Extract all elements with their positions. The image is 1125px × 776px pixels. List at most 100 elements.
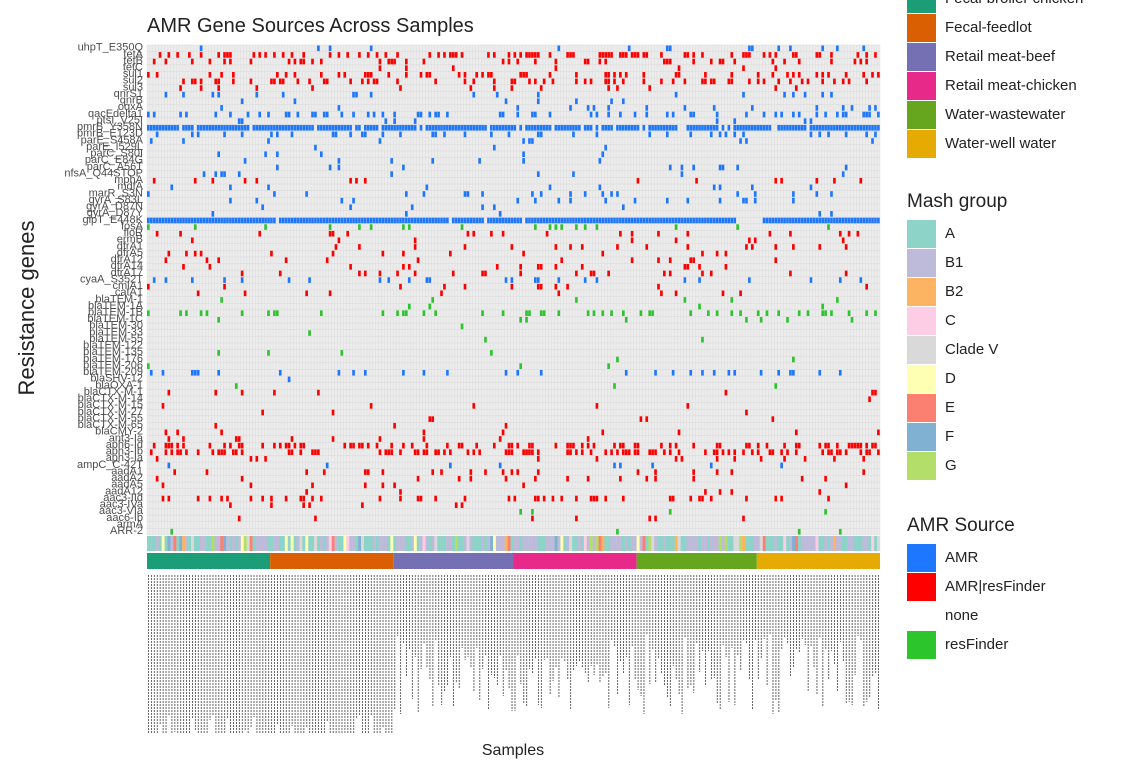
heatmap-cell [317, 45, 320, 52]
heatmap-cell [495, 124, 499, 131]
heatmap-cell [756, 310, 760, 316]
heatmap-cell [460, 442, 464, 449]
heatmap-cell [554, 244, 558, 250]
heatmap-cell [686, 230, 690, 237]
heatmap-cell [648, 515, 651, 522]
heatmap-cell [818, 52, 822, 58]
heatmap-cell [352, 442, 355, 449]
heatmap-cell [724, 217, 728, 224]
heatmap-cell [240, 442, 244, 449]
heatmap-cell [355, 177, 358, 184]
heatmap-cell [704, 489, 707, 495]
heatmap-cell [481, 191, 484, 197]
heatmap-cell [249, 78, 253, 85]
heatmap-cell [815, 105, 819, 111]
heatmap-cell [390, 171, 393, 177]
heatmap-cell [833, 177, 836, 184]
mash-group-cell [619, 536, 623, 551]
heatmap-cell [463, 244, 467, 250]
heatmap-cell [510, 78, 514, 85]
heatmap-cell [809, 184, 813, 191]
mash-group-cell [249, 536, 253, 551]
heatmap-cell [399, 217, 402, 224]
heatmap-cell [619, 52, 622, 58]
heatmap-cell [818, 369, 822, 376]
heatmap-cell [771, 71, 775, 78]
heatmap-cell [827, 449, 830, 456]
heatmap-cell [712, 105, 716, 111]
heatmap-cell [704, 78, 707, 85]
heatmap-cell [677, 217, 681, 224]
heatmap-cell [745, 495, 748, 502]
heatmap-cell [809, 131, 813, 138]
mash-group-cell [683, 536, 687, 551]
heatmap-cell [425, 442, 429, 449]
heatmap-cell [768, 52, 772, 58]
heatmap-cell [202, 217, 206, 224]
heatmap-cell [692, 124, 695, 131]
mash-group-cell [586, 536, 590, 551]
heatmap-cell [718, 442, 722, 449]
heatmap-cell [830, 58, 833, 65]
legend-item: D [907, 364, 1007, 393]
mash-group-cell [495, 536, 500, 551]
heatmap-cell [358, 270, 361, 277]
heatmap-cell [419, 217, 423, 224]
heatmap-cell [270, 217, 273, 224]
heatmap-cell [217, 217, 220, 224]
heatmap-cell [416, 257, 420, 264]
mash-group-cell [765, 536, 769, 551]
heatmap-cell [466, 230, 470, 237]
heatmap-cell [636, 52, 640, 58]
mash-group-cell [319, 536, 324, 551]
heatmap-cell [428, 303, 432, 310]
heatmap-cell [469, 475, 473, 482]
heatmap-cell [821, 45, 824, 52]
heatmap-cell [179, 85, 182, 91]
heatmap-cell [407, 264, 411, 270]
heatmap-cell [536, 98, 540, 105]
heatmap-cell [302, 502, 306, 509]
heatmap-cell [674, 290, 678, 297]
heatmap-cell [756, 442, 760, 449]
heatmap-cell [563, 217, 566, 224]
heatmap-cell [419, 495, 423, 502]
heatmap-cell [317, 449, 320, 456]
heatmap-cell [490, 217, 493, 224]
heatmap-cell [229, 502, 232, 509]
heatmap-cell [528, 442, 531, 449]
heatmap-cell [243, 158, 247, 164]
mash-group-cell [487, 536, 491, 551]
heatmap-cell [319, 310, 323, 316]
gene-label: nfsA_Q44STOP [64, 167, 143, 179]
heatmap-cell [554, 442, 558, 449]
heatmap-cell [419, 71, 423, 78]
heatmap-cell [402, 164, 405, 171]
heatmap-cell [363, 270, 367, 277]
heatmap-cell [223, 449, 226, 456]
heatmap-cell [343, 124, 347, 131]
heatmap-cell [830, 449, 833, 456]
heatmap-cell [797, 124, 801, 131]
heatmap-cell [838, 369, 842, 376]
heatmap-cell [771, 416, 775, 422]
gene-label: dfrA14 [111, 260, 143, 272]
mash-group-cell [827, 536, 831, 551]
heatmap-cell [264, 217, 267, 224]
heatmap-cell [299, 495, 303, 502]
heatmap-cell [742, 91, 745, 98]
heatmap-cell [727, 449, 731, 456]
heatmap-cell [709, 124, 713, 131]
heatmap-cell [147, 363, 150, 369]
heatmap-cell [627, 449, 631, 456]
heatmap-cell [850, 124, 854, 131]
heatmap-cell [425, 184, 429, 191]
heatmap-cell [460, 124, 464, 131]
heatmap-cell [214, 422, 218, 429]
heatmap-cell [604, 71, 608, 78]
heatmap-cell [331, 124, 335, 131]
heatmap-cell [859, 217, 863, 224]
heatmap-cell [337, 124, 341, 131]
heatmap-cell [240, 277, 244, 283]
heatmap-cell [525, 124, 528, 131]
